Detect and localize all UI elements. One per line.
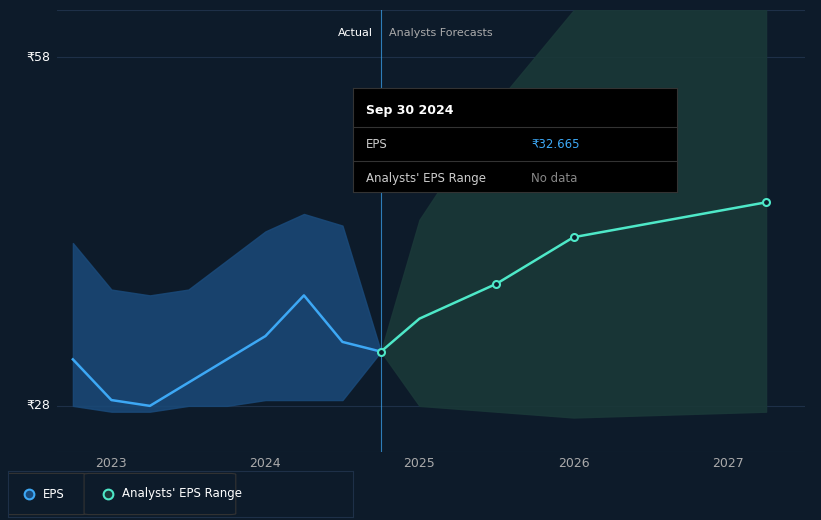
FancyBboxPatch shape: [5, 473, 88, 515]
Text: Analysts' EPS Range: Analysts' EPS Range: [122, 488, 242, 500]
Text: Actual: Actual: [338, 28, 374, 38]
Text: EPS: EPS: [366, 138, 388, 151]
Text: ₹28: ₹28: [26, 399, 50, 412]
Text: Analysts Forecasts: Analysts Forecasts: [388, 28, 493, 38]
Text: Sep 30 2024: Sep 30 2024: [366, 104, 453, 117]
FancyBboxPatch shape: [84, 473, 236, 515]
Text: Analysts' EPS Range: Analysts' EPS Range: [366, 172, 486, 185]
Text: ₹58: ₹58: [26, 50, 50, 63]
Text: EPS: EPS: [43, 488, 64, 500]
Text: ₹32.665: ₹32.665: [531, 138, 580, 151]
Text: No data: No data: [531, 172, 578, 185]
